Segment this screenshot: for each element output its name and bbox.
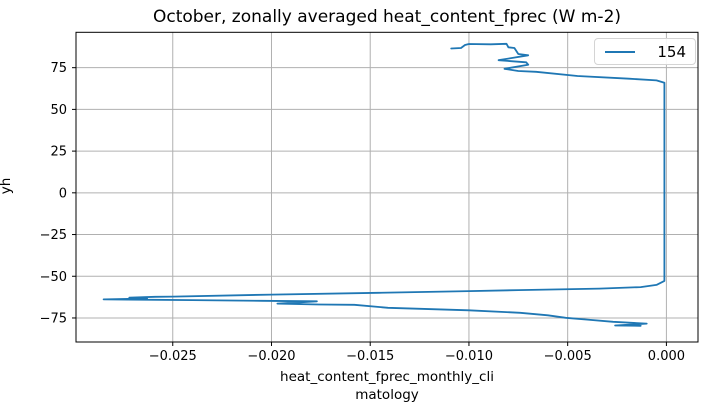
y-axis-label: yh [0,177,14,195]
y-tick-label: −50 [40,270,67,285]
data-line-series-154 [102,42,666,327]
x-tick-label: −0.005 [544,349,592,364]
y-tick-label: 0 [59,186,67,201]
x-axis-label-line2: matology [355,387,419,403]
legend-line-sample [605,50,635,53]
x-axis-label-line1: heat_content_fprec_monthly_cli [280,369,494,385]
x-tick-label: −0.025 [149,349,197,364]
y-tick-label: 25 [50,145,67,160]
x-tick-label: −0.020 [247,349,295,364]
x-tick-label: −0.010 [445,349,493,364]
y-tick-label: −75 [40,311,67,326]
x-tick-label: −0.015 [346,349,394,364]
y-tick-label: 50 [50,103,67,118]
x-axis-label: heat_content_fprec_monthly_cli matology [76,368,698,404]
legend-label: 154 [657,42,686,61]
x-tick-label: 0.000 [648,349,685,364]
legend: 154 [594,38,696,65]
chart-title: October, zonally averaged heat_content_f… [152,7,622,27]
y-tick-label: −25 [40,228,67,243]
axes-spines [75,31,699,343]
y-tick-label: 75 [50,61,67,76]
